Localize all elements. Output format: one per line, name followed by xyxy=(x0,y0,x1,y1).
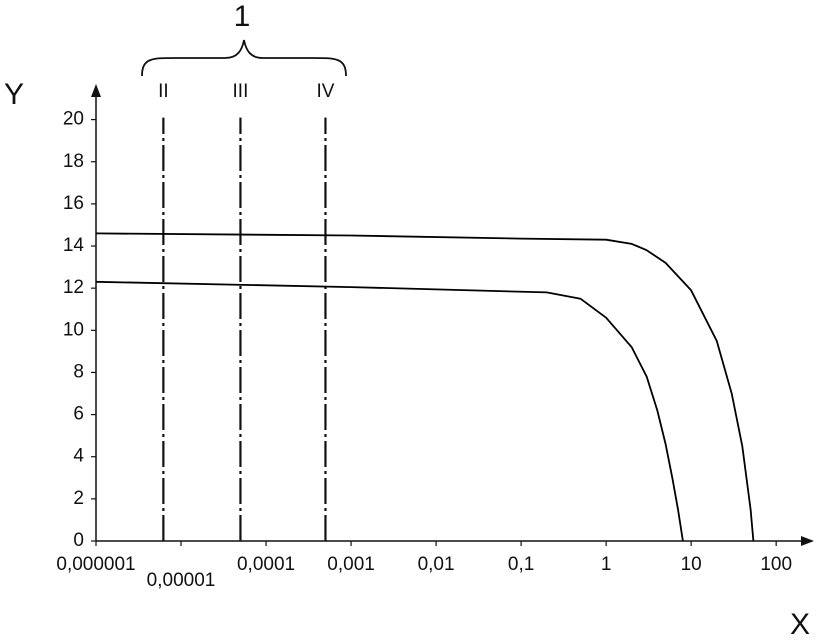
y-tick-label: 8 xyxy=(73,361,84,382)
y-tick-label: 18 xyxy=(63,151,84,172)
curve xyxy=(95,280,684,542)
y-tick-label: 2 xyxy=(73,488,84,509)
y-tick-label: 4 xyxy=(73,446,84,467)
x-tick-label: 100 xyxy=(760,554,792,575)
annotation: 1 xyxy=(234,0,251,33)
x-tick-label: 1 xyxy=(601,554,612,575)
y-tick-label: 16 xyxy=(63,193,84,214)
y-tick-label: 10 xyxy=(63,319,84,340)
reference-label: III xyxy=(233,81,249,102)
x-tick-label: 10 xyxy=(681,554,702,575)
y-tick-label: 14 xyxy=(63,235,85,256)
y-tick-label: 6 xyxy=(73,404,84,425)
y-arrow xyxy=(91,84,101,97)
x-tick-label: 0,001 xyxy=(327,554,375,575)
reference-label: IV xyxy=(316,81,334,102)
x-tick-label: 0,000001 xyxy=(56,554,135,575)
y-axis-label: Y xyxy=(4,78,24,111)
reference-label: II xyxy=(158,81,169,102)
x-tick-label: 0,1 xyxy=(508,554,534,575)
curve xyxy=(95,232,755,542)
x-tick-label: 0,01 xyxy=(418,554,455,575)
x-arrow xyxy=(801,536,814,546)
x-axis-label: X xyxy=(790,608,810,641)
brace xyxy=(141,39,347,77)
y-tick-label: 12 xyxy=(63,277,84,298)
y-tick-label: 0 xyxy=(73,530,84,551)
x-tick-label: 0,0001 xyxy=(237,554,295,575)
y-tick-label: 20 xyxy=(63,109,84,130)
x-tick-label: 0,00001 xyxy=(147,570,216,591)
